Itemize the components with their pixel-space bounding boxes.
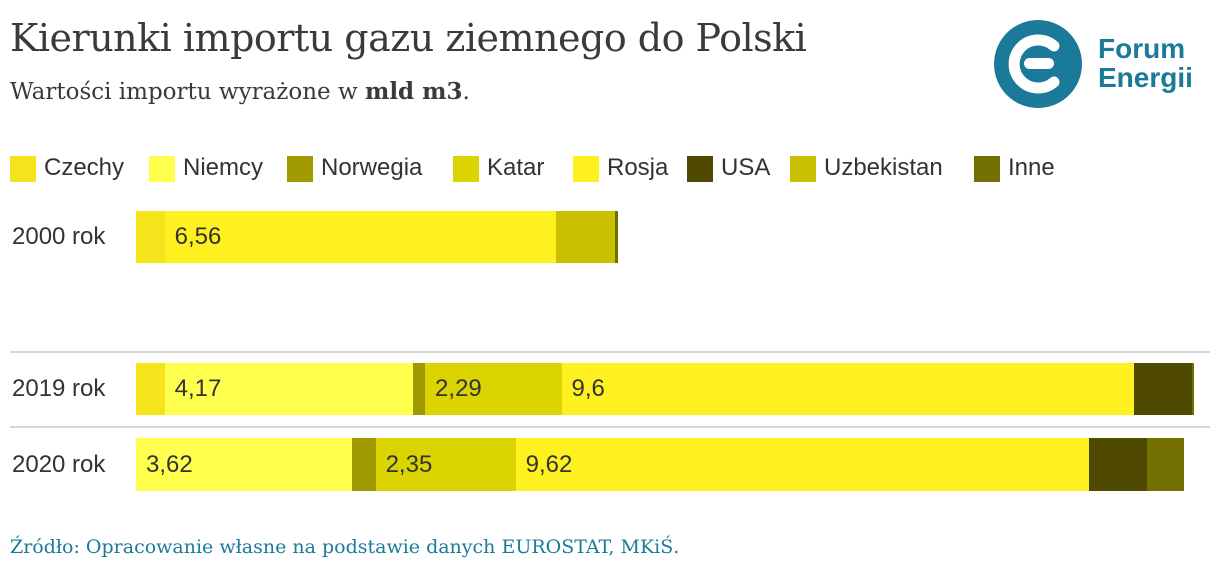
legend-swatch [573,156,599,182]
bar-segment-2020-rok-katar [375,438,516,491]
bar-segment-2000-rok-inne [615,211,618,263]
data-label: 9,62 [525,450,573,478]
data-label: 6,56 [174,223,222,250]
bar-segment-2000-rok-rosja [164,211,556,263]
bar-segment-2019-rok-rosja [561,363,1134,415]
bar-segment-2019-rok-katar [425,363,562,415]
data-label: 4,17 [174,375,222,402]
data-label: 3,62 [146,450,193,478]
subtitle-suffix: . [462,79,470,105]
row-divider [10,426,1210,428]
legend-label: Niemcy [183,154,264,181]
bar-segment-2019-rok-inne [1192,363,1194,415]
category-label-2020-rok: 2020 rok [12,450,106,478]
bar-segment-2019-rok-czechy [136,363,165,415]
chart-subtitle: Wartości importu wyrażone w mld m3. [10,78,470,105]
legend-label: Katar [487,154,545,181]
bar-segment-2020-rok-usa [1089,438,1148,491]
bar-segment-2019-rok-norwegia [413,363,426,415]
bar-segment-2020-rok-niemcy [136,438,352,491]
bar-segment-2019-rok-niemcy [164,363,414,415]
legend-label: Uzbekistan [824,154,943,181]
bar-segment-2000-rok-czechy [136,211,165,263]
forum-energii-logo: Forum Energii [994,20,1214,112]
category-label-2019-rok: 2019 rok [12,375,106,402]
data-label: 9,6 [571,375,605,402]
bar-segment-2020-rok-norwegia [351,438,376,491]
bar-segment-2000-rok-uzbekistan [555,211,616,263]
category-label-2000-rok: 2000 rok [12,223,106,250]
legend-swatch [453,156,479,182]
legend-swatch [790,156,816,182]
logo-line-2: Energii [1098,62,1193,93]
logo-mark-icon [994,20,1082,108]
legend-swatch [149,156,175,182]
legend-label: Czechy [44,154,125,181]
data-label: 2,29 [435,375,482,402]
legend-swatch [974,156,1000,182]
subtitle-unit: mld m3 [364,78,463,105]
legend-label: Rosja [607,154,669,181]
legend-label: Norwegia [321,154,423,181]
subtitle-prefix: Wartości importu wyrażone w [10,79,365,105]
bar-segment-2020-rok-rosja [515,438,1089,491]
bar-segment-2019-rok-usa [1133,363,1193,415]
legend-label: Inne [1008,154,1055,181]
data-label: 2,35 [385,450,433,478]
bar-segment-2020-rok-inne [1147,438,1185,491]
legend-swatch [10,156,36,182]
legend-swatch [287,156,313,182]
logo-wordmark: Forum Energii [1098,34,1193,92]
legend-swatch [687,156,713,182]
logo-line-1: Forum [1098,33,1186,64]
legend-label: USA [721,154,771,181]
row-divider [10,351,1210,353]
source-note: Źródło: Opracowanie własne na podstawie … [10,536,680,558]
chart-title: Kierunki importu gazu ziemnego do Polski [10,16,807,60]
